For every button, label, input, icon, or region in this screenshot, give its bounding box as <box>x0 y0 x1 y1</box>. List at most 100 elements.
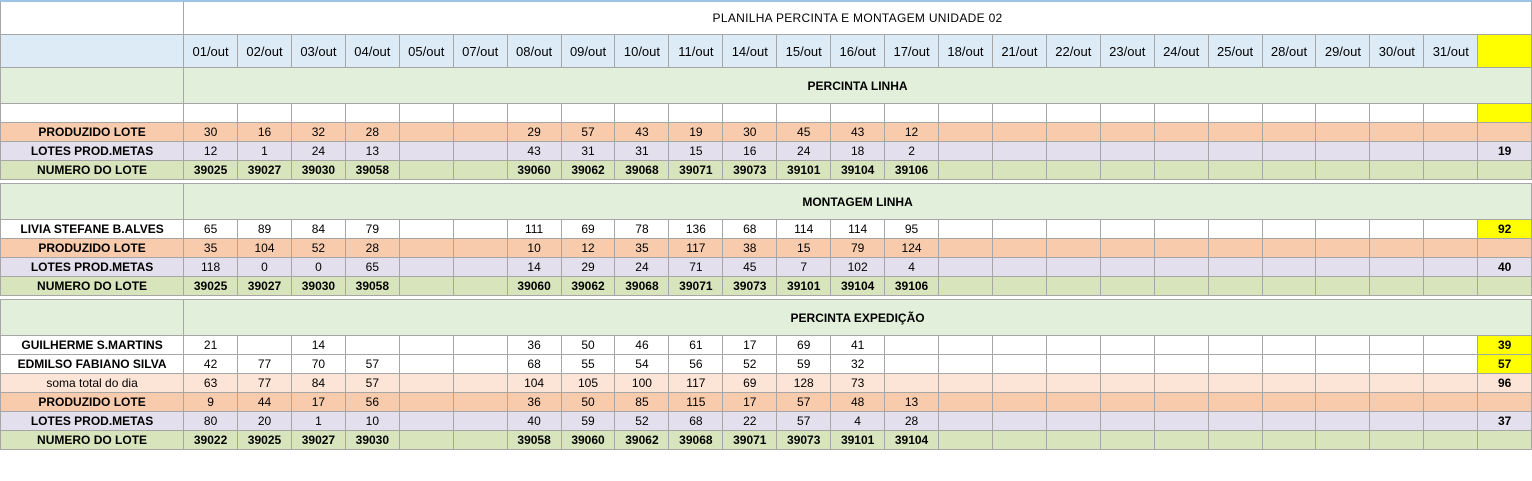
value-cell[interactable]: 114 <box>776 219 832 239</box>
value-cell[interactable] <box>884 373 940 393</box>
value-cell[interactable]: 24 <box>290 141 346 161</box>
value-cell[interactable]: 7 <box>776 257 832 277</box>
value-cell[interactable] <box>1207 392 1263 412</box>
section-left-cell[interactable] <box>0 299 185 336</box>
value-cell[interactable]: 39106 <box>884 276 940 296</box>
value-cell[interactable]: 17 <box>722 335 778 355</box>
value-cell[interactable]: 43 <box>614 122 670 142</box>
value-cell[interactable]: 12 <box>183 141 239 161</box>
date-header-cell[interactable]: 05/out <box>398 34 454 68</box>
value-cell[interactable]: 39058 <box>506 430 562 450</box>
value-cell[interactable]: 69 <box>722 373 778 393</box>
value-cell[interactable]: 85 <box>614 392 670 412</box>
value-cell[interactable]: 39027 <box>290 430 346 450</box>
value-cell[interactable] <box>1153 354 1209 374</box>
value-cell[interactable] <box>398 219 454 239</box>
value-cell[interactable] <box>1207 238 1263 258</box>
value-cell[interactable] <box>1315 430 1371 450</box>
value-cell[interactable] <box>938 276 993 296</box>
value-cell[interactable] <box>452 276 508 296</box>
value-cell[interactable] <box>344 335 400 355</box>
value-cell[interactable]: 39030 <box>290 276 346 296</box>
value-cell[interactable] <box>398 122 454 142</box>
value-cell[interactable] <box>1099 219 1155 239</box>
corner-cell[interactable] <box>0 0 185 35</box>
value-cell[interactable]: 39060 <box>506 276 562 296</box>
row-label[interactable]: PRODUZIDO LOTE <box>0 122 185 142</box>
value-cell[interactable] <box>398 335 454 355</box>
value-cell[interactable]: 39101 <box>776 160 832 180</box>
value-cell[interactable]: 39068 <box>614 160 670 180</box>
value-cell[interactable] <box>1207 373 1263 393</box>
value-cell[interactable]: 111 <box>506 219 562 239</box>
date-header-cell[interactable]: 08/out <box>506 34 562 68</box>
value-cell[interactable] <box>991 257 1047 277</box>
value-cell[interactable]: 124 <box>884 238 940 258</box>
value-cell[interactable] <box>1315 160 1371 180</box>
value-cell[interactable]: 29 <box>560 257 616 277</box>
value-cell[interactable]: 50 <box>560 392 616 412</box>
value-cell[interactable]: 39060 <box>506 160 562 180</box>
value-cell[interactable] <box>1369 411 1425 431</box>
row-label[interactable]: LOTES PROD.METAS <box>0 411 185 431</box>
value-cell[interactable] <box>938 257 993 277</box>
blank-cell[interactable] <box>452 103 508 123</box>
value-cell[interactable]: 39022 <box>183 430 239 450</box>
blank-cell[interactable] <box>1315 103 1371 123</box>
blank-cell[interactable] <box>560 103 616 123</box>
value-cell[interactable]: 39062 <box>560 160 616 180</box>
value-cell[interactable]: 39104 <box>830 160 886 180</box>
value-cell[interactable] <box>1045 141 1101 161</box>
value-cell[interactable]: 12 <box>560 238 616 258</box>
value-cell[interactable]: 102 <box>830 257 886 277</box>
total-cell[interactable]: 96 <box>1477 373 1532 393</box>
value-cell[interactable] <box>1261 335 1317 355</box>
row-label[interactable]: soma total do dia <box>0 373 185 393</box>
date-header-cell[interactable]: 01/out <box>183 34 239 68</box>
value-cell[interactable] <box>398 160 454 180</box>
value-cell[interactable] <box>1369 122 1425 142</box>
value-cell[interactable]: 10 <box>344 411 400 431</box>
section-left-cell[interactable] <box>0 183 185 220</box>
value-cell[interactable]: 39068 <box>668 430 724 450</box>
value-cell[interactable]: 39104 <box>884 430 940 450</box>
value-cell[interactable] <box>991 411 1047 431</box>
dates-label-cell[interactable] <box>0 34 185 68</box>
value-cell[interactable]: 100 <box>614 373 670 393</box>
value-cell[interactable]: 39073 <box>776 430 832 450</box>
value-cell[interactable] <box>1207 430 1263 450</box>
value-cell[interactable]: 39101 <box>830 430 886 450</box>
value-cell[interactable]: 57 <box>344 373 400 393</box>
blank-cell[interactable] <box>237 103 292 123</box>
value-cell[interactable]: 36 <box>506 392 562 412</box>
value-cell[interactable] <box>1423 238 1479 258</box>
date-header-cell[interactable]: 03/out <box>290 34 346 68</box>
value-cell[interactable] <box>452 219 508 239</box>
blank-cell[interactable] <box>1045 103 1101 123</box>
blank-cell[interactable] <box>938 103 993 123</box>
value-cell[interactable] <box>1261 276 1317 296</box>
value-cell[interactable]: 39025 <box>237 430 292 450</box>
row-label[interactable]: GUILHERME S.MARTINS <box>0 335 185 355</box>
value-cell[interactable] <box>991 373 1047 393</box>
value-cell[interactable]: 57 <box>344 354 400 374</box>
value-cell[interactable] <box>452 430 508 450</box>
value-cell[interactable] <box>398 430 454 450</box>
date-header-cell[interactable]: 14/out <box>722 34 778 68</box>
value-cell[interactable] <box>938 430 993 450</box>
value-cell[interactable] <box>1045 257 1101 277</box>
blank-label-cell[interactable] <box>0 103 185 123</box>
value-cell[interactable] <box>398 257 454 277</box>
value-cell[interactable] <box>1369 392 1425 412</box>
value-cell[interactable] <box>1423 392 1479 412</box>
blank-cell[interactable] <box>1153 103 1209 123</box>
value-cell[interactable] <box>398 354 454 374</box>
value-cell[interactable] <box>1045 160 1101 180</box>
value-cell[interactable] <box>1315 373 1371 393</box>
total-cell[interactable] <box>1477 238 1532 258</box>
section-left-cell[interactable] <box>0 67 185 104</box>
value-cell[interactable]: 31 <box>614 141 670 161</box>
total-cell[interactable]: 40 <box>1477 257 1532 277</box>
value-cell[interactable] <box>1099 257 1155 277</box>
value-cell[interactable]: 9 <box>183 392 239 412</box>
